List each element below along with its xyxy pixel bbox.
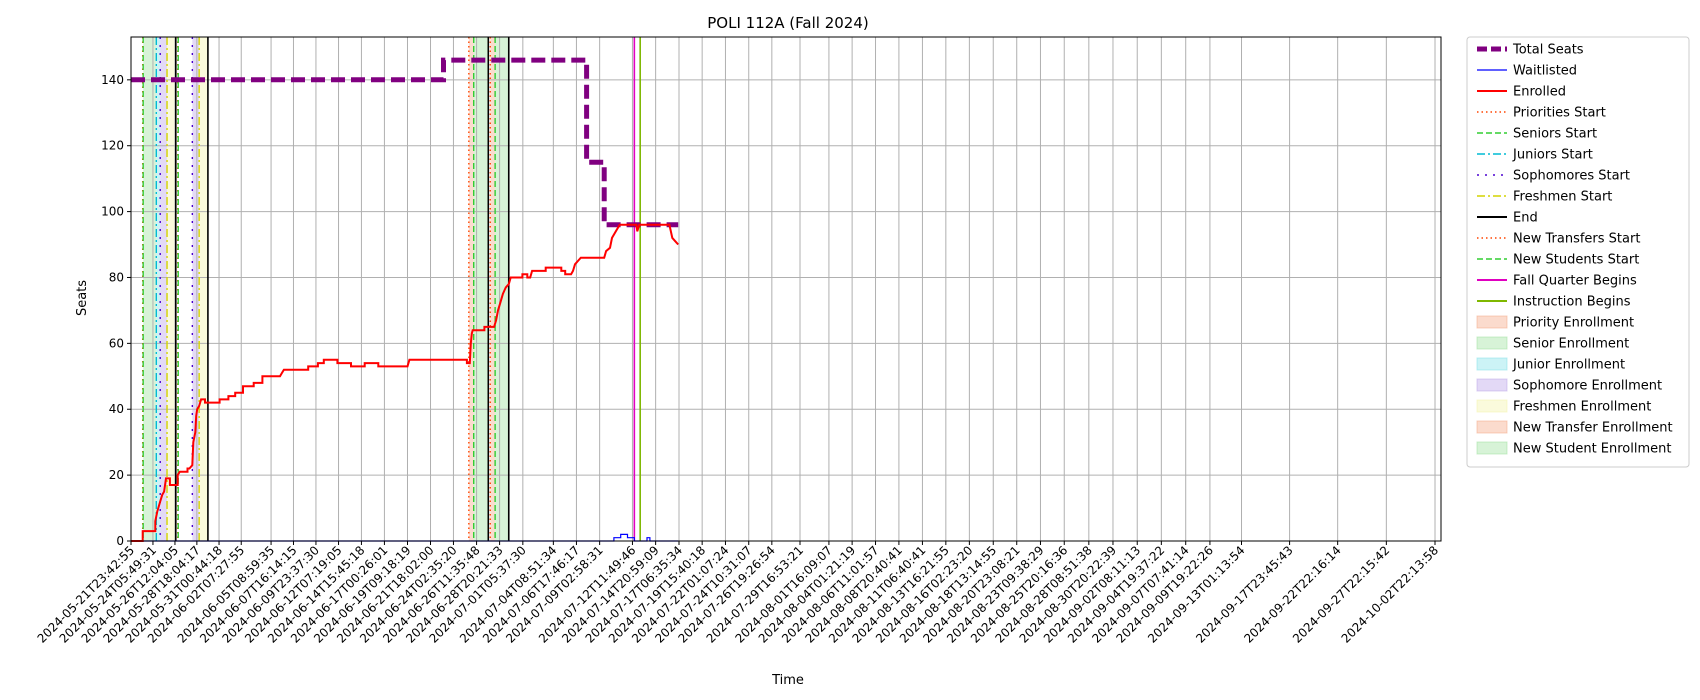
grid-lines <box>130 37 1441 542</box>
legend-label-priorities-start: Priorities Start <box>1513 106 1606 121</box>
span-new-student-enrollment-0 <box>495 37 509 541</box>
legend-label-new-transfers-start: New Transfers Start <box>1513 232 1640 247</box>
y-tick-label-2: 40 <box>109 402 124 416</box>
legend-label-end: End <box>1513 211 1538 226</box>
span-priority-enrollment-0 <box>468 37 474 541</box>
y-tick-label-7: 140 <box>101 73 124 87</box>
span-senior-enrollment-1 <box>473 37 489 541</box>
legend-label-juniors-start: Juniors Start <box>1512 148 1593 163</box>
span-junior-enrollment-0 <box>156 37 161 541</box>
y-tick-label-4: 80 <box>109 270 124 284</box>
chart-title: POLI 112A (Fall 2024) <box>707 14 868 32</box>
x-tick-label-48: 2024-09-22T22:16:14 <box>1241 543 1344 646</box>
y-tick-label-3: 60 <box>109 336 124 350</box>
legend-label-senior-enrollment: Senior Enrollment <box>1513 337 1629 352</box>
plot-area: 0 20 40 60 80 100 120 140 2024-05-21T23:42:55202… <box>35 36 1442 646</box>
legend-label-fall-quarter-begins: Fall Quarter Begins <box>1513 274 1637 289</box>
legend-label-new-transfer-enrollment: New Transfer Enrollment <box>1513 421 1673 436</box>
y-tick-label-0: 0 <box>116 534 124 548</box>
series-total-seats <box>131 57 679 228</box>
x-tick-label-50: 2024-10-02T22:13:58 <box>1339 543 1442 646</box>
legend-label-enrolled: Enrolled <box>1513 85 1566 100</box>
span-freshmen-enrollment-1 <box>199 37 208 541</box>
legend-swatch-sophomore-enrollment <box>1476 378 1508 392</box>
span-sophomore-enrollment-1 <box>192 37 200 541</box>
legend-label-sophomores-start: Sophomores Start <box>1513 169 1630 184</box>
legend-swatch-senior-enrollment <box>1476 336 1508 350</box>
span-freshmen-enrollment-0 <box>167 37 176 541</box>
legend-label-total-seats: Total Seats <box>1512 43 1584 58</box>
legend-box <box>1466 36 1690 468</box>
series-waitlisted <box>131 533 679 542</box>
series-lines <box>131 57 679 542</box>
legend-label-freshmen-enrollment: Freshmen Enrollment <box>1513 400 1651 415</box>
series-enrolled <box>131 223 679 542</box>
y-axis-label: Seats <box>75 280 90 316</box>
legend-label-sophomore-enrollment: Sophomore Enrollment <box>1513 379 1662 394</box>
legend-swatch-new-student-enrollment <box>1476 441 1508 455</box>
legend-label-junior-enrollment: Junior Enrollment <box>1512 358 1625 373</box>
legend-swatch-new-transfer-enrollment <box>1476 420 1508 434</box>
y-tick-label-1: 20 <box>109 468 124 482</box>
legend-swatch-junior-enrollment <box>1476 357 1508 371</box>
span-senior-enrollment-0 <box>143 37 157 541</box>
legend-label-seniors-start: Seniors Start <box>1513 127 1597 142</box>
y-axis-ticks: 0 20 40 60 80 100 120 140 <box>101 73 131 548</box>
x-tick-label-49: 2024-09-27T22:15:42 <box>1290 543 1393 646</box>
legend-label-new-student-enrollment: New Student Enrollment <box>1513 442 1671 457</box>
span-sophomore-enrollment-0 <box>160 37 168 541</box>
y-tick-label-5: 100 <box>101 205 124 219</box>
x-axis-label: Time <box>771 673 804 688</box>
chart-legend: Total Seats Waitlisted Enrolled Priorities … <box>1466 36 1690 468</box>
legend-label-freshmen-start: Freshmen Start <box>1513 190 1612 205</box>
event-lines <box>141 37 641 541</box>
x-axis-ticks: 2024-05-21T23:42:552024-05-24T05:49:3120… <box>35 541 1442 646</box>
legend-swatch-freshmen-enrollment <box>1476 399 1508 413</box>
legend-label-priority-enrollment: Priority Enrollment <box>1513 316 1634 331</box>
legend-label-new-students-start: New Students Start <box>1513 253 1639 268</box>
axes-frame <box>130 36 1442 542</box>
y-tick-label-6: 120 <box>101 139 124 153</box>
span-new-transfer-enrollment-0 <box>490 37 496 541</box>
legend-label-instruction-begins: Instruction Begins <box>1513 295 1631 310</box>
legend-label-waitlisted: Waitlisted <box>1513 64 1577 79</box>
legend-swatch-priority-enrollment <box>1476 315 1508 329</box>
